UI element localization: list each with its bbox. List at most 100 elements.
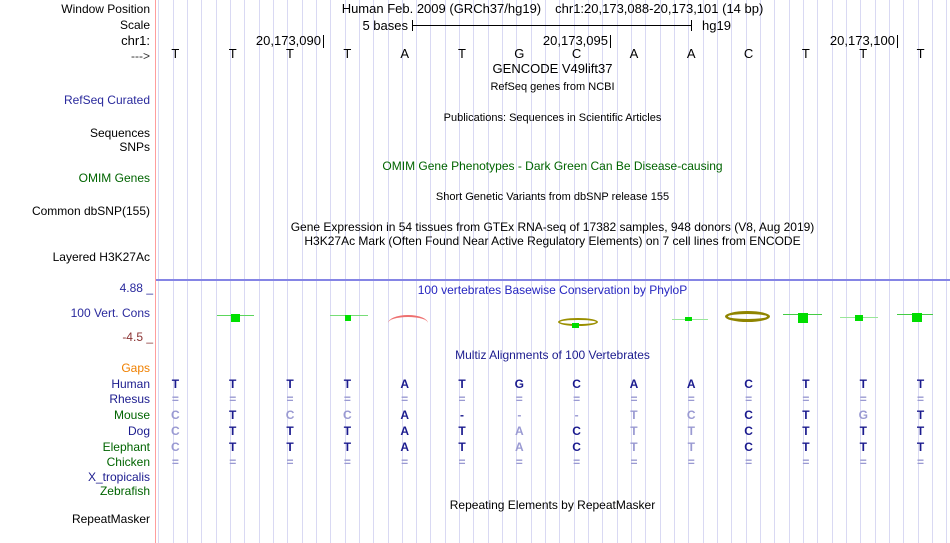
alignment-base: = xyxy=(286,455,294,469)
grid-line xyxy=(530,0,532,543)
grid-line xyxy=(903,0,905,543)
grid-line xyxy=(315,0,317,543)
sequence-base: C xyxy=(743,46,754,61)
grid-line xyxy=(817,0,819,543)
alignment-base: = xyxy=(401,455,409,469)
track-label-layered-h3k27ac[interactable]: Layered H3K27Ac xyxy=(52,250,150,264)
alignment-base: = xyxy=(917,455,925,469)
alignment-base: T xyxy=(859,377,867,391)
alignment-base: G xyxy=(514,377,524,391)
grid-line xyxy=(387,0,389,543)
grid-line xyxy=(516,0,518,543)
strand-direction-indicator: ---> xyxy=(131,49,150,63)
window-position-header: Human Feb. 2009 (GRCh37/hg19) chr1:20,173… xyxy=(155,2,950,16)
alignment-base: C xyxy=(171,440,180,454)
sequence-base: G xyxy=(514,46,525,61)
grid-line xyxy=(229,0,231,543)
sequence-base: A xyxy=(686,46,696,61)
track-label-omim-genes[interactable]: OMIM Genes xyxy=(78,171,150,185)
alignment-base: T xyxy=(916,408,925,422)
grid-line xyxy=(258,0,260,543)
grid-line xyxy=(759,0,761,543)
species-label-zebrafish[interactable]: Zebrafish xyxy=(99,484,150,498)
conservation-mark-square xyxy=(685,317,692,321)
track-title-gencode[interactable]: GENCODE V49lift37 xyxy=(492,61,613,76)
alignment-base: T xyxy=(458,377,466,391)
track-title-gtex[interactable]: Gene Expression in 54 tissues from GTEx … xyxy=(290,220,815,234)
track-label-vert-cons[interactable]: 100 Vert. Cons xyxy=(70,306,150,320)
alignment-base: A xyxy=(514,424,524,438)
grid-line xyxy=(401,0,403,543)
track-label-refseq-curated[interactable]: RefSeq Curated xyxy=(63,93,150,107)
track-title-repeatmasker[interactable]: Repeating Elements by RepeatMasker xyxy=(449,498,656,512)
alignment-base: = xyxy=(515,392,523,406)
species-label-rhesus[interactable]: Rhesus xyxy=(109,392,150,406)
grid-line xyxy=(272,0,274,543)
alignment-base: - xyxy=(574,408,579,422)
track-label-sequences[interactable]: Sequences xyxy=(89,126,150,140)
alignment-base: T xyxy=(343,377,352,391)
row-label-chromosome: chr1: xyxy=(121,33,150,48)
alignment-base: T xyxy=(916,424,925,438)
alignment-base: T xyxy=(229,440,237,454)
alignment-base: = xyxy=(229,392,237,406)
conservation-mark-square xyxy=(855,315,863,321)
alignment-base: = xyxy=(630,392,638,406)
grid-line xyxy=(459,0,461,543)
grid-line xyxy=(473,0,475,543)
track-title-conservation[interactable]: 100 vertebrates Basewise Conservation by… xyxy=(417,283,688,297)
conservation-mark-square xyxy=(345,315,351,321)
grid-line xyxy=(301,0,303,543)
alignment-base: A xyxy=(514,440,524,454)
track-title-dbsnp[interactable]: Short Genetic Variants from dbSNP releas… xyxy=(435,191,670,203)
grid-line xyxy=(358,0,360,543)
track-title-refseq[interactable]: RefSeq genes from NCBI xyxy=(490,81,615,93)
grid-line xyxy=(946,0,948,543)
grid-line xyxy=(659,0,661,543)
species-label-gaps[interactable]: Gaps xyxy=(121,361,150,375)
species-label-elephant[interactable]: Elephant xyxy=(102,440,150,454)
species-label-human[interactable]: Human xyxy=(111,377,150,391)
sequence-base: C xyxy=(571,46,582,61)
species-label-x_tropicalis[interactable]: X_tropicalis xyxy=(87,470,150,484)
species-label-mouse[interactable]: Mouse xyxy=(113,408,150,422)
alignment-base: A xyxy=(629,377,639,391)
grid-line xyxy=(702,0,704,543)
conservation-mark-ellipse xyxy=(725,311,770,322)
alignment-base: T xyxy=(859,440,867,454)
sequence-base: T xyxy=(916,46,925,61)
species-label-chicken[interactable]: Chicken xyxy=(106,455,150,469)
conservation-mark-square xyxy=(798,313,808,323)
grid-line xyxy=(172,0,174,543)
alignment-base: = xyxy=(745,455,753,469)
row-label-scale: Scale xyxy=(119,18,150,32)
alignment-base: C xyxy=(285,408,295,422)
alignment-base: = xyxy=(687,455,695,469)
track-title-multiz[interactable]: Multiz Alignments of 100 Vertebrates xyxy=(455,348,650,362)
alignment-base: A xyxy=(400,408,410,422)
grid-line xyxy=(201,0,203,543)
alignment-base: = xyxy=(917,392,925,406)
alignment-base: T xyxy=(630,424,638,438)
grid-line xyxy=(860,0,862,543)
alignment-base: = xyxy=(859,392,867,406)
track-label-common-dbsnp[interactable]: Common dbSNP(155) xyxy=(31,204,150,218)
conservation-mark-arc xyxy=(388,315,428,323)
track-title-publications[interactable]: Publications: Sequences in Scientific Ar… xyxy=(443,112,662,124)
grid-line xyxy=(716,0,718,543)
alignment-base: A xyxy=(686,377,696,391)
grid-line xyxy=(158,0,160,543)
alignment-base: C xyxy=(744,408,753,422)
species-label-dog[interactable]: Dog xyxy=(127,424,150,438)
grid-line xyxy=(373,0,375,543)
grid-line xyxy=(874,0,876,543)
track-label-snps[interactable]: SNPs xyxy=(119,140,150,154)
track-label-repeatmasker[interactable]: RepeatMasker xyxy=(71,512,150,526)
track-title-h3k27ac[interactable]: H3K27Ac Mark (Often Found Near Active Re… xyxy=(304,234,801,248)
alignment-base: C xyxy=(744,424,753,438)
grid-line xyxy=(416,0,418,543)
track-title-omim[interactable]: OMIM Gene Phenotypes - Dark Green Can Be… xyxy=(382,159,723,173)
alignment-base: = xyxy=(343,392,351,406)
grid-line xyxy=(731,0,733,543)
